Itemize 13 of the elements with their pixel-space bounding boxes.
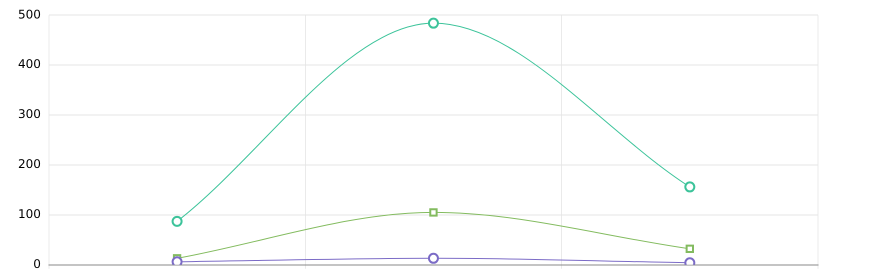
y-tick-label: 0 — [33, 256, 41, 271]
point — [428, 252, 439, 264]
point — [686, 244, 694, 254]
y-tick-label: 200 — [18, 157, 41, 172]
y-tick-label: 400 — [18, 57, 41, 72]
y-tick-label: 100 — [18, 207, 41, 222]
y-tick-label: 500 — [18, 7, 41, 22]
y-tick-label: 300 — [18, 107, 41, 122]
point — [684, 181, 696, 192]
point — [428, 18, 439, 29]
point — [172, 256, 183, 265]
point — [172, 216, 183, 227]
point — [429, 208, 438, 217]
